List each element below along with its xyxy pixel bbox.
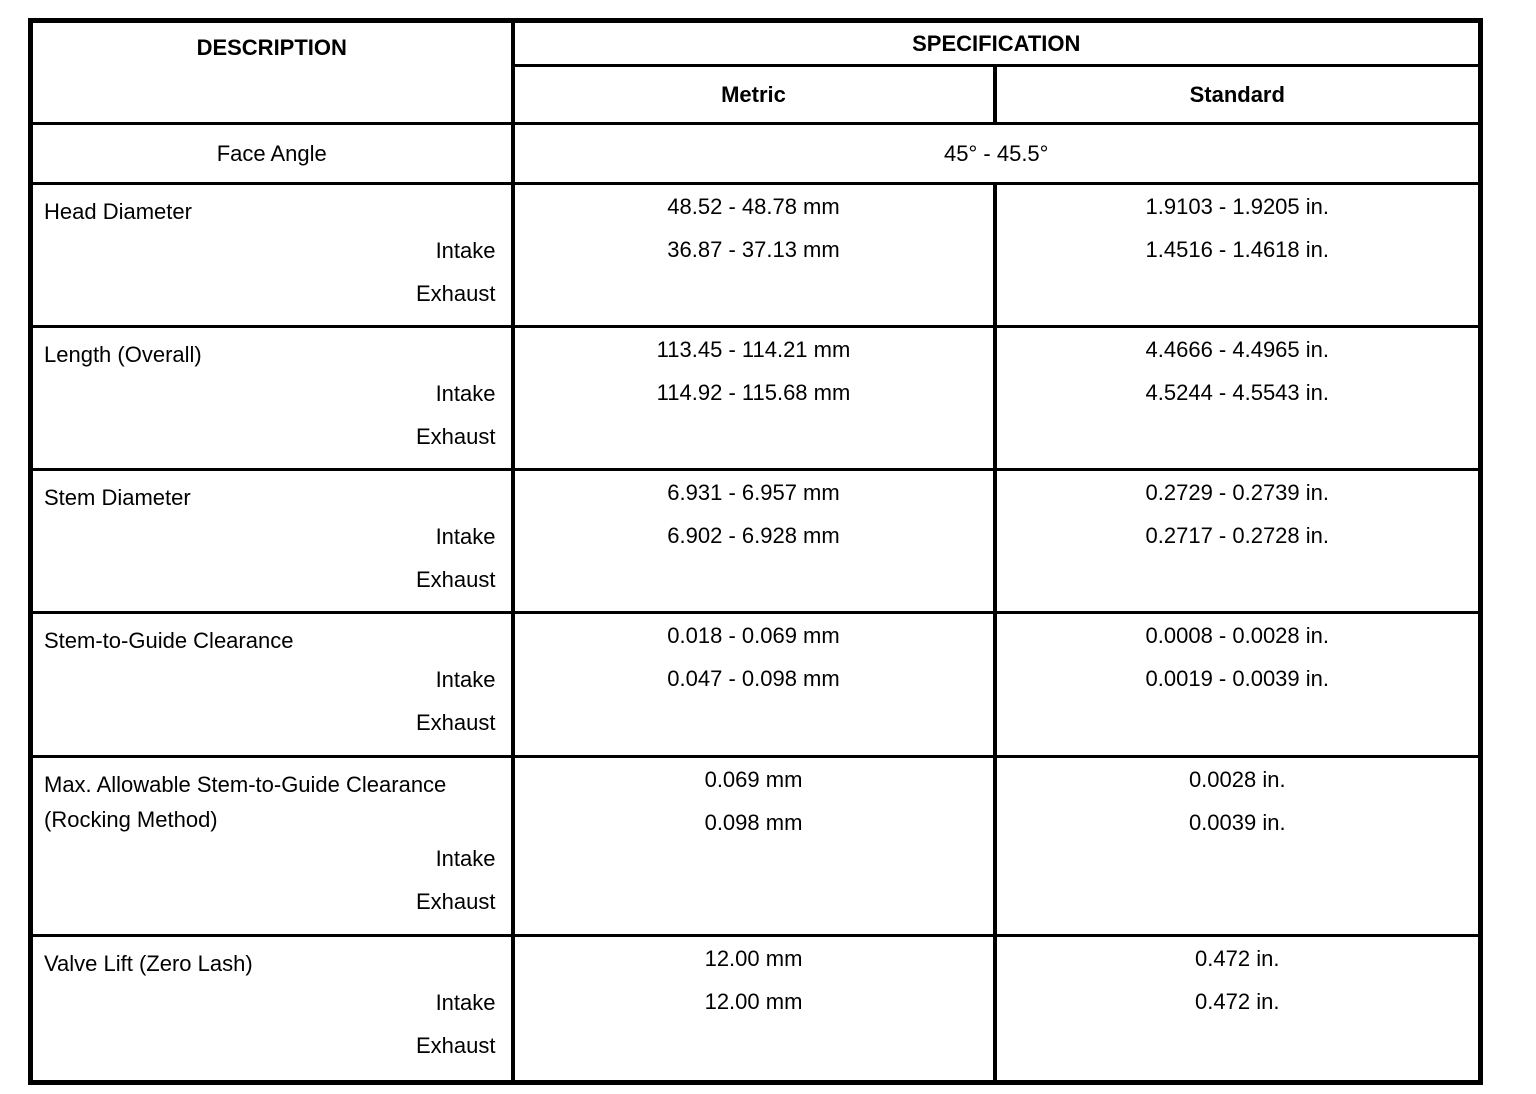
item-label: Exhaust: [416, 710, 496, 735]
standard-value: 4.4666 - 4.4965 in.: [1145, 337, 1329, 362]
col-header-description: DESCRIPTION: [28, 19, 515, 125]
face-angle-value: 45° - 45.5°: [510, 122, 1483, 185]
metric-value: 6.902 - 6.928 mm: [667, 523, 840, 548]
section-label: Max. Allowable Stem-to-Guide Clearance (…: [44, 772, 447, 832]
standard-value: 1.9103 - 1.9205 in.: [1145, 194, 1329, 219]
item-label: Intake: [435, 524, 496, 549]
metric-value: 48.52 - 48.78 mm: [667, 194, 840, 219]
item-label: Intake: [435, 381, 496, 406]
item-label: Exhaust: [416, 567, 496, 592]
section-label: Stem-to-Guide Clearance: [44, 628, 294, 653]
metric-cell: 48.52 - 48.78 mm 36.87 - 37.13 mm: [510, 182, 997, 328]
standard-value: 0.2717 - 0.2728 in.: [1145, 523, 1329, 548]
standard-value: 0.0039 in.: [1188, 810, 1286, 835]
description-cell: Max. Allowable Stem-to-Guide Clearance (…: [28, 755, 515, 937]
item-label: Intake: [435, 846, 496, 871]
metric-cell: 0.018 - 0.069 mm 0.047 - 0.098 mm: [510, 611, 997, 758]
section-length-overall: Length (Overall) Intake Exhaust 113.45 -…: [28, 325, 1483, 471]
description-cell: Stem-to-Guide Clearance Intake Exhaust: [28, 611, 515, 758]
metric-value: 0.098 mm: [704, 810, 803, 835]
section-label: Length (Overall): [44, 342, 202, 367]
metric-value: 36.87 - 37.13 mm: [667, 237, 840, 262]
standard-cell: 0.0008 - 0.0028 in. 0.0019 - 0.0039 in.: [992, 611, 1483, 758]
row-face-angle: Face Angle 45° - 45.5°: [28, 122, 1483, 185]
standard-value: 0.0019 - 0.0039 in.: [1145, 666, 1329, 691]
face-angle-label: Face Angle: [28, 122, 515, 185]
standard-cell: 0.472 in. 0.472 in.: [992, 934, 1483, 1084]
item-label: Intake: [435, 667, 496, 692]
section-label: Head Diameter: [44, 199, 192, 224]
standard-cell: 4.4666 - 4.4965 in. 4.5244 - 4.5543 in.: [992, 325, 1483, 471]
item-label: Exhaust: [416, 424, 496, 449]
item-label: Exhaust: [416, 889, 496, 914]
description-cell: Valve Lift (Zero Lash) Intake Exhaust: [28, 934, 515, 1084]
metric-value: 0.018 - 0.069 mm: [667, 623, 840, 648]
standard-value: 0.472 in.: [1195, 946, 1280, 971]
standard-value: 0.2729 - 0.2739 in.: [1145, 480, 1329, 505]
section-valve-lift-zero-lash: Valve Lift (Zero Lash) Intake Exhaust 12…: [28, 934, 1483, 1084]
section-stem-diameter: Stem Diameter Intake Exhaust 6.931 - 6.9…: [28, 468, 1483, 614]
standard-value: 1.4516 - 1.4618 in.: [1145, 237, 1329, 262]
standard-cell: 1.9103 - 1.9205 in. 1.4516 - 1.4618 in.: [992, 182, 1483, 328]
item-label: Intake: [435, 238, 496, 263]
standard-cell: 0.2729 - 0.2739 in. 0.2717 - 0.2728 in.: [992, 468, 1483, 614]
section-label: Stem Diameter: [44, 485, 191, 510]
description-cell: Stem Diameter Intake Exhaust: [28, 468, 515, 614]
section-head-diameter: Head Diameter Intake Exhaust 48.52 - 48.…: [28, 182, 1483, 328]
item-label: Exhaust: [416, 281, 496, 306]
item-label: Exhaust: [416, 1033, 496, 1058]
metric-value: 113.45 - 114.21 mm: [656, 337, 851, 362]
col-header-specification: SPECIFICATION: [510, 19, 1483, 67]
metric-value: 12.00 mm: [704, 989, 803, 1014]
standard-value: 4.5244 - 4.5543 in.: [1145, 380, 1329, 405]
standard-value: 0.0028 in.: [1188, 767, 1286, 792]
standard-value: 0.0008 - 0.0028 in.: [1145, 623, 1329, 648]
metric-cell: 0.069 mm 0.098 mm: [510, 755, 997, 937]
metric-cell: 113.45 - 114.21 mm 114.92 - 115.68 mm: [510, 325, 997, 471]
section-max-allowable-stem-to-guide-clearance: Max. Allowable Stem-to-Guide Clearance (…: [28, 755, 1483, 937]
metric-value: 0.047 - 0.098 mm: [667, 666, 840, 691]
metric-value: 0.069 mm: [704, 767, 803, 792]
metric-value: 114.92 - 115.68 mm: [656, 380, 851, 405]
col-header-metric: Metric: [510, 64, 997, 125]
standard-value: 0.472 in.: [1195, 989, 1280, 1014]
section-label: Valve Lift (Zero Lash): [44, 951, 253, 976]
valve-specification-table: DESCRIPTION SPECIFICATION Metric Standar…: [28, 18, 1484, 1085]
item-label: Intake: [435, 990, 496, 1015]
col-header-standard: Standard: [992, 64, 1483, 125]
description-cell: Length (Overall) Intake Exhaust: [28, 325, 515, 471]
description-cell: Head Diameter Intake Exhaust: [28, 182, 515, 328]
standard-cell: 0.0028 in. 0.0039 in.: [992, 755, 1483, 937]
metric-cell: 12.00 mm 12.00 mm: [510, 934, 997, 1084]
metric-value: 12.00 mm: [704, 946, 803, 971]
metric-value: 6.931 - 6.957 mm: [667, 480, 840, 505]
section-stem-to-guide-clearance: Stem-to-Guide Clearance Intake Exhaust 0…: [28, 611, 1483, 758]
metric-cell: 6.931 - 6.957 mm 6.902 - 6.928 mm: [510, 468, 997, 614]
